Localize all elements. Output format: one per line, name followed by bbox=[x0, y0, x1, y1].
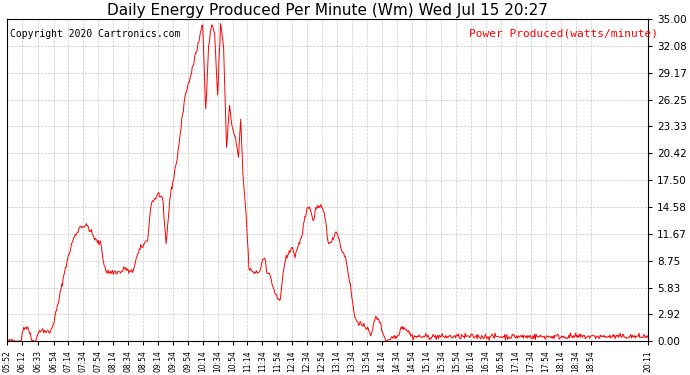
Title: Daily Energy Produced Per Minute (Wm) Wed Jul 15 20:27: Daily Energy Produced Per Minute (Wm) We… bbox=[107, 3, 548, 18]
Text: Copyright 2020 Cartronics.com: Copyright 2020 Cartronics.com bbox=[10, 28, 181, 39]
Text: Power Produced(watts/minute): Power Produced(watts/minute) bbox=[469, 28, 658, 39]
